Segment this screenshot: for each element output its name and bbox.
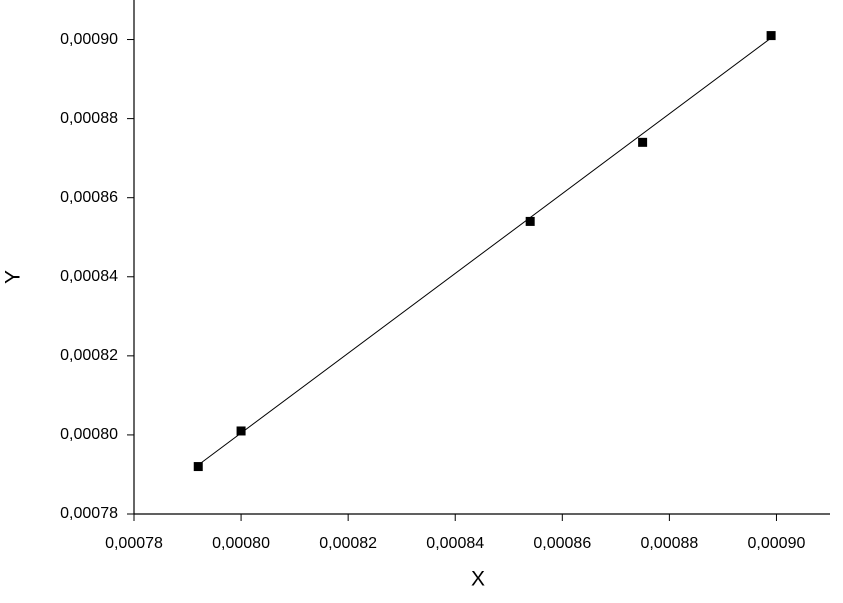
y-tick-label: 0,00088 (60, 110, 118, 127)
y-tick-label: 0,00084 (60, 268, 118, 285)
y-tick-label: 0,00082 (60, 347, 118, 364)
point (766, 31, 776, 41)
x-tick-label: 0,00084 (426, 535, 484, 552)
y-tick-label: 0,00080 (60, 426, 118, 443)
fit-line (197, 37, 772, 466)
point (193, 462, 203, 472)
x-tick-label: 0,00088 (640, 535, 698, 552)
point (638, 137, 648, 147)
y-axis-title: Y (2, 270, 25, 284)
x-axis-title: X (471, 568, 485, 591)
x-tick-label: 0,00090 (748, 535, 806, 552)
y-tick-label: 0,00078 (60, 505, 118, 522)
point (525, 216, 535, 226)
y-tick-label: 0,00086 (60, 189, 118, 206)
x-tick-label: 0,00086 (533, 535, 591, 552)
x-tick-label: 0,00078 (105, 535, 163, 552)
x-tick-label: 0,00082 (319, 535, 377, 552)
x-tick-label: 0,00080 (212, 535, 270, 552)
point (236, 426, 246, 436)
y-tick-label: 0,00090 (60, 31, 118, 48)
